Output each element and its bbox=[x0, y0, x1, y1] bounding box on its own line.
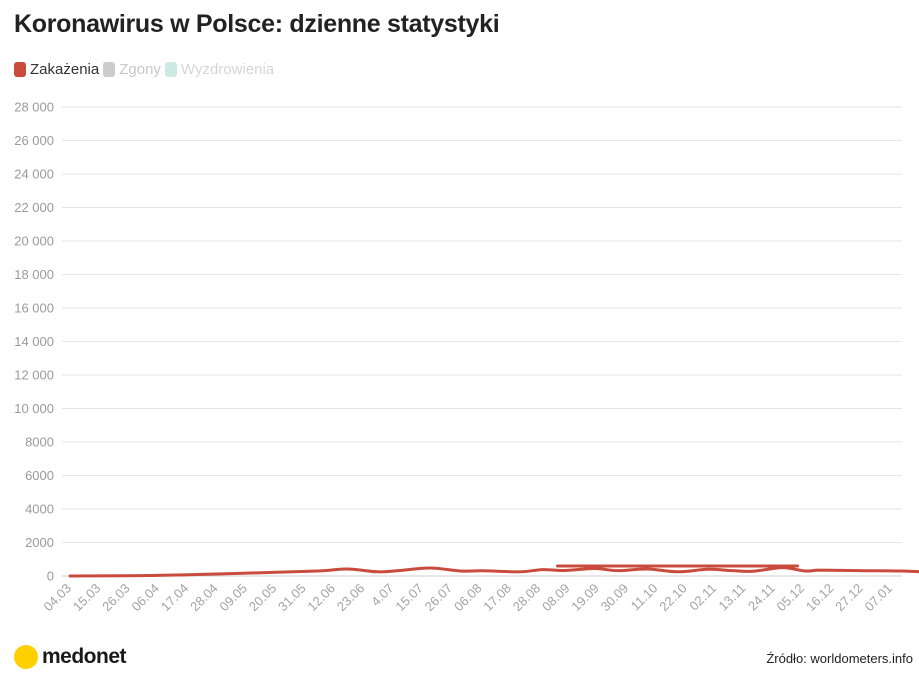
y-axis: 0 2000 4000 6000 8000 10 000 12 000 14 000 16 00… bbox=[14, 100, 54, 584]
x-tick-label: 24.11 bbox=[745, 581, 778, 614]
y-tick-label: 12 000 bbox=[14, 368, 54, 383]
x-tick-label: 17.04 bbox=[158, 581, 192, 615]
y-tick-label: 24 000 bbox=[14, 167, 54, 182]
legend-item-zakazenia[interactable]: Zakażenia bbox=[14, 61, 99, 78]
x-tick-label: 30.09 bbox=[598, 581, 632, 615]
brand-logo: medonet bbox=[14, 645, 127, 669]
x-tick-label: 22.10 bbox=[656, 581, 690, 615]
y-tick-label: 18 000 bbox=[14, 267, 54, 282]
x-tick-label: 06.08 bbox=[451, 581, 485, 615]
y-tick-label: 28 000 bbox=[14, 100, 54, 115]
y-tick-label: 22 000 bbox=[14, 200, 54, 215]
y-tick-label: 6000 bbox=[25, 468, 54, 483]
legend-item-zgony[interactable]: Zgony bbox=[103, 61, 161, 78]
yellow-dot-icon bbox=[14, 645, 38, 669]
x-tick-label: 11.10 bbox=[628, 581, 661, 614]
x-tick-label: 19.09 bbox=[568, 581, 602, 615]
x-tick-label: 15.07 bbox=[392, 581, 426, 615]
x-tick-label: 02.11 bbox=[686, 581, 719, 614]
y-tick-label: 2000 bbox=[25, 535, 54, 550]
x-tick-label: 12.06 bbox=[304, 581, 338, 615]
x-tick-label: 15.03 bbox=[70, 581, 104, 615]
y-tick-label: 10 000 bbox=[14, 401, 54, 416]
legend-swatch-icon bbox=[14, 62, 26, 77]
legend-label: Zakażenia bbox=[30, 61, 100, 78]
y-tick-label: 4000 bbox=[25, 502, 54, 517]
x-tick-label: 27.12 bbox=[832, 581, 866, 615]
y-tick-label: 14 000 bbox=[14, 334, 54, 349]
grid-lines bbox=[62, 106, 902, 577]
x-tick-label: 23.06 bbox=[334, 581, 368, 615]
legend-item-wyzdrowienia[interactable]: Wyzdrowienia bbox=[164, 61, 275, 78]
legend-label: Zgony bbox=[119, 61, 161, 78]
x-tick-label: 08.09 bbox=[539, 581, 573, 615]
x-tick-label: 28.04 bbox=[187, 581, 221, 615]
y-tick-label: 0 bbox=[47, 569, 54, 584]
x-tick-label: 26.07 bbox=[422, 581, 456, 615]
legend-swatch-icon bbox=[164, 62, 177, 77]
y-tick-label: 16 000 bbox=[14, 301, 54, 316]
x-tick-label: 09.05 bbox=[216, 581, 250, 615]
y-tick-label: 26 000 bbox=[14, 133, 54, 148]
series-line-zakazenia bbox=[68, 566, 919, 578]
source-note: Źródło: worldometers.info bbox=[766, 651, 913, 666]
legend-swatch-icon bbox=[103, 62, 116, 77]
y-tick-label: 20 000 bbox=[14, 234, 54, 249]
x-tick-label: 16.12 bbox=[803, 581, 837, 615]
x-tick-label: 20.05 bbox=[246, 581, 280, 615]
y-tick-label: 8000 bbox=[25, 435, 54, 450]
series-group bbox=[68, 564, 919, 578]
legend-label: Wyzdrowienia bbox=[180, 61, 275, 78]
x-tick-label: 07.01 bbox=[862, 581, 896, 615]
x-tick-label: 31.05 bbox=[275, 581, 309, 615]
x-tick-label: 06.04 bbox=[128, 581, 162, 615]
x-tick-label: 28.08 bbox=[510, 581, 544, 615]
legend: Zakażenia Zgony Wyzdrowienia bbox=[14, 61, 278, 78]
x-tick-label: 04.03 bbox=[41, 581, 75, 615]
page-title: Koronawirus w Polsce: dzienne statystyki bbox=[14, 10, 500, 38]
logo-text: medonet bbox=[42, 645, 127, 668]
x-tick-label: 26.03 bbox=[99, 581, 133, 615]
x-axis: 04.0315.0326.0306.0417.0428.0409.0520.05… bbox=[41, 581, 896, 615]
x-tick-label: 13.11 bbox=[716, 581, 749, 614]
x-tick-label: 17.08 bbox=[480, 581, 514, 615]
x-tick-label: 05.12 bbox=[774, 581, 808, 615]
